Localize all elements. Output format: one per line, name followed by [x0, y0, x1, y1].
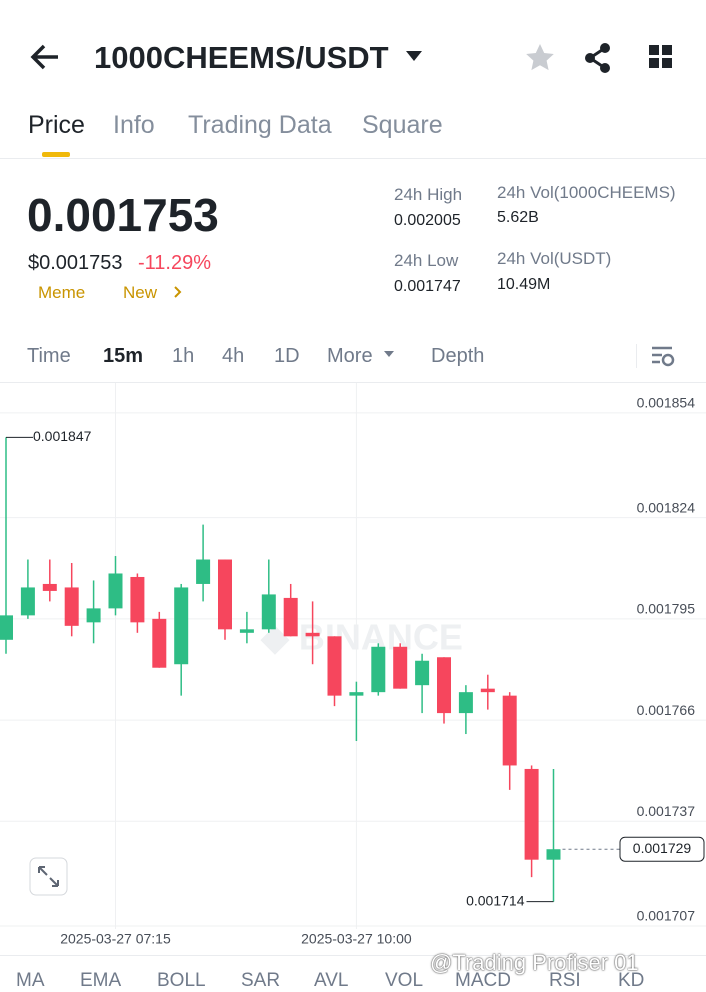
candle-body — [327, 636, 342, 696]
interval[interactable]: 4h — [222, 345, 245, 367]
y-tick-label: 0.001795 — [637, 601, 696, 617]
y-tick-label: 0.001854 — [637, 395, 696, 411]
candle-body — [393, 646, 408, 689]
candle-body — [546, 849, 561, 860]
tab[interactable]: Square — [362, 111, 443, 139]
favorite-star[interactable] — [524, 42, 556, 72]
divider — [636, 344, 637, 368]
usd-price: $0.001753 — [28, 252, 123, 274]
y-tick-label: 0.001766 — [637, 702, 696, 718]
y-tick-label: 0.001707 — [637, 908, 696, 924]
fullscreen-icon — [38, 866, 59, 887]
divider — [0, 158, 706, 159]
divider — [0, 382, 706, 383]
candle-body — [480, 688, 495, 693]
candle-body — [108, 573, 123, 609]
candle-body — [305, 632, 320, 637]
candle-body — [196, 559, 211, 584]
candle-body — [64, 587, 79, 626]
tag[interactable]: Meme — [38, 283, 86, 302]
candle-body — [371, 646, 386, 693]
x-tick-label: 2025-03-27 07:15 — [60, 931, 171, 947]
candle-body — [130, 576, 145, 623]
candle-body — [502, 695, 517, 766]
candlestick-chart: ◆ BINANCE 0.0017070.0017370.0017660.0017… — [0, 383, 706, 947]
x-tick-label: 2025-03-27 10:00 — [301, 931, 412, 947]
candle-body — [86, 608, 101, 623]
stat-value: 5.62B — [497, 209, 539, 226]
interval[interactable]: 1h — [172, 345, 195, 367]
stat-label: 24h Vol(1000CHEEMS) — [497, 183, 676, 202]
stat-label: 24h Vol(USDT) — [497, 249, 612, 268]
tab[interactable]: Info — [113, 111, 155, 139]
layout-button[interactable] — [648, 44, 674, 70]
max-label: 0.001847 — [33, 428, 92, 444]
candle-body — [0, 615, 13, 640]
stat-value: 0.001747 — [394, 278, 461, 295]
pair-dropdown[interactable] — [403, 48, 425, 64]
y-tick-label: 0.001737 — [637, 803, 696, 819]
tab-active[interactable]: Price — [28, 111, 85, 139]
stat-label: 24h High — [394, 185, 463, 204]
candle-body — [152, 618, 167, 668]
y-tick-label: 0.001824 — [637, 499, 696, 515]
back-button[interactable] — [28, 42, 62, 72]
more-caret — [384, 351, 394, 357]
tag[interactable]: New — [123, 283, 158, 302]
candle-body — [524, 768, 539, 860]
indicator[interactable]: BOLL — [157, 970, 206, 991]
interval-active[interactable]: 15m — [103, 345, 144, 367]
candle-body — [415, 660, 430, 686]
candle-body — [174, 587, 189, 665]
candle-body — [218, 559, 232, 630]
stat-value: 0.002005 — [394, 212, 461, 229]
stat-value: 10.49M — [497, 276, 551, 293]
candle-body — [239, 629, 254, 633]
candle-body — [458, 692, 473, 714]
indicator[interactable]: VOL — [385, 970, 424, 991]
fullscreen-button[interactable] — [29, 857, 68, 896]
last-price: 0.001753 — [27, 189, 219, 241]
last-price-box — [619, 836, 705, 862]
tab[interactable]: Trading Data — [188, 111, 332, 139]
interval[interactable]: More — [327, 345, 373, 367]
pair-title[interactable]: 1000CHEEMS/USDT — [94, 40, 389, 75]
indicator[interactable]: MA — [16, 970, 45, 991]
candle-body — [20, 587, 35, 616]
last-price-label: 0.001729 — [633, 840, 692, 856]
indicator[interactable]: AVL — [314, 970, 349, 991]
candle-body — [283, 597, 298, 637]
chart-settings[interactable] — [650, 344, 676, 368]
watermark: @Trading Profiser 01 — [430, 950, 639, 975]
divider — [0, 955, 706, 956]
interval[interactable]: Depth — [431, 345, 485, 367]
indicator[interactable]: EMA — [80, 970, 122, 991]
price-change: -11.29% — [138, 252, 212, 274]
interval[interactable]: Time — [27, 345, 71, 367]
candle-body — [349, 692, 364, 696]
min-label: 0.001714 — [466, 892, 525, 908]
share-button[interactable] — [582, 42, 614, 74]
interval[interactable]: 1D — [274, 345, 300, 367]
candle-body — [261, 594, 276, 630]
indicator[interactable]: SAR — [241, 970, 281, 991]
tab-indicator — [42, 152, 70, 157]
candle-body — [437, 657, 451, 714]
candle-body — [42, 583, 57, 591]
tag-arrow — [174, 286, 182, 298]
stat-label: 24h Low — [394, 251, 459, 270]
